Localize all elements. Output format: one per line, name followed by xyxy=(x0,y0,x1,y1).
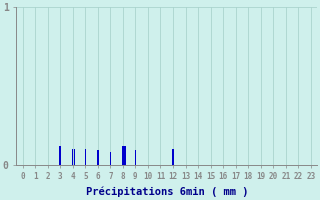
Bar xyxy=(135,150,136,165)
Bar xyxy=(124,146,125,165)
Bar xyxy=(60,146,61,165)
Bar xyxy=(97,150,99,165)
Bar xyxy=(122,146,124,165)
X-axis label: Précipitations 6min ( mm ): Précipitations 6min ( mm ) xyxy=(85,187,248,197)
Bar xyxy=(109,152,111,165)
Bar xyxy=(74,149,75,165)
Bar xyxy=(84,149,86,165)
Bar xyxy=(172,149,174,165)
Bar xyxy=(72,149,74,165)
